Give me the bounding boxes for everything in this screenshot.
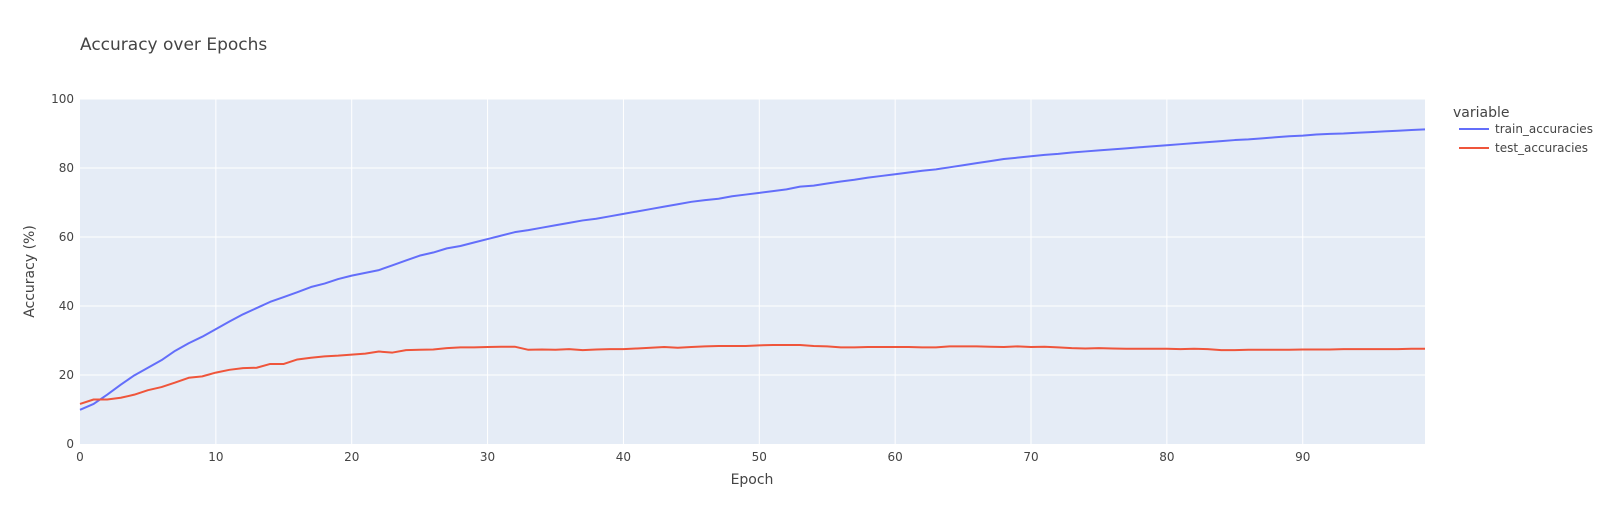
legend-label: test_accuracies [1495,141,1588,155]
legend-item-test_accuracies[interactable]: test_accuracies [1459,141,1588,155]
legend-item-train_accuracies[interactable]: train_accuracies [1459,122,1593,136]
y-tick-label: 40 [59,299,74,313]
chart-title: Accuracy over Epochs [80,35,267,55]
y-axis-ticks: 0 20 40 60 80 100 [51,92,74,451]
x-tick-label: 80 [1159,450,1174,464]
series-lines [79,128,1426,411]
x-tick-label: 20 [344,450,359,464]
x-tick-label: 70 [1023,450,1038,464]
x-tick-label: 30 [480,450,495,464]
y-tick-label: 0 [66,437,74,451]
legend-items[interactable]: train_accuracies test_accuracies [1459,122,1593,155]
x-axis-ticks: 0 10 20 30 40 50 60 70 80 90 [76,450,1310,464]
legend[interactable]: variable train_accuracies test_accuracies [1453,105,1593,155]
x-tick-label: 40 [616,450,631,464]
x-tick-label: 90 [1295,450,1310,464]
x-axis-title: Epoch [731,472,774,488]
x-tick-label: 60 [888,450,903,464]
legend-label: train_accuracies [1495,122,1593,136]
y-tick-label: 60 [59,230,74,244]
x-tick-label: 0 [76,450,84,464]
test_accuracies-line [79,343,1425,405]
y-tick-label: 80 [59,161,74,175]
plot-area [80,99,1425,444]
y-axis-title: Accuracy (%) [22,225,38,318]
legend-title: variable [1453,105,1509,121]
train_accuracies-line [79,128,1426,411]
x-tick-label: 50 [752,450,767,464]
y-tick-label: 100 [51,92,74,106]
y-tick-label: 20 [59,368,74,382]
x-tick-label: 10 [208,450,223,464]
